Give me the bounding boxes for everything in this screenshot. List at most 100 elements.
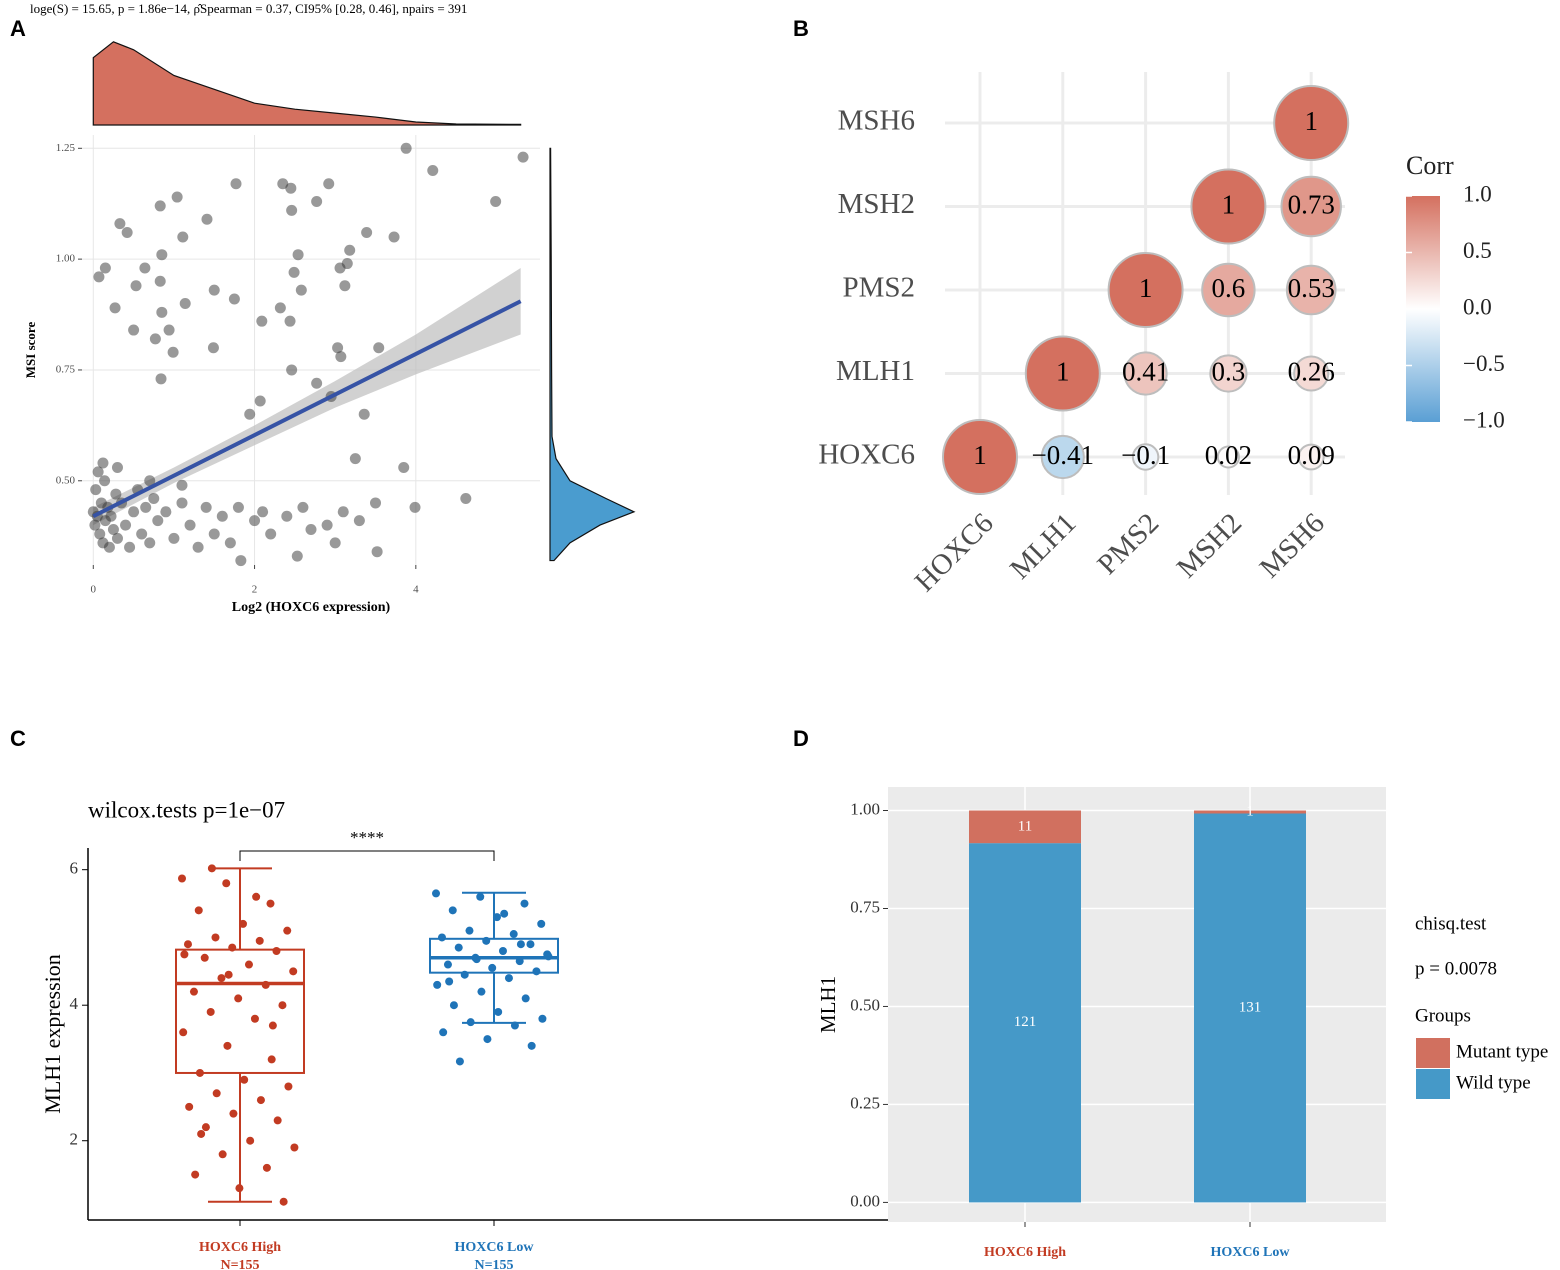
- point: [255, 936, 264, 945]
- point: [349, 453, 361, 465]
- point: [197, 1129, 206, 1138]
- x-density: [92, 41, 522, 126]
- corr-bubble: [1297, 443, 1325, 471]
- y-tick-label: 0.75: [56, 363, 76, 375]
- point: [228, 943, 237, 952]
- point: [273, 1116, 282, 1125]
- point: [449, 1001, 458, 1010]
- point: [526, 940, 535, 949]
- column-label: HOXC6: [909, 507, 1000, 598]
- point: [286, 364, 298, 376]
- corr-label: 1: [973, 440, 987, 470]
- point: [268, 1021, 277, 1030]
- point: [337, 506, 349, 518]
- point: [284, 1082, 293, 1091]
- count-label: 1: [1246, 803, 1254, 819]
- point: [527, 1041, 536, 1050]
- point: [445, 977, 454, 986]
- point: [103, 541, 115, 553]
- point: [465, 926, 474, 935]
- corr-bubble: [1216, 445, 1240, 469]
- point: [388, 231, 400, 243]
- corr-bubble: [942, 419, 1018, 495]
- point: [154, 200, 166, 212]
- corr-bubble: [1209, 354, 1248, 393]
- row-label: HOXC6: [818, 439, 915, 471]
- point: [244, 408, 256, 420]
- point: [154, 275, 166, 287]
- title: wilcox.tests p=1e−07: [88, 797, 285, 822]
- point: [185, 1102, 194, 1111]
- point: [107, 524, 119, 536]
- point: [515, 957, 524, 966]
- point: [176, 497, 188, 509]
- bar-segment: [969, 843, 1081, 1203]
- column-label: MLH1: [1004, 507, 1082, 585]
- legend-key: [1416, 1069, 1450, 1099]
- point: [89, 519, 101, 531]
- point: [448, 906, 457, 915]
- point: [532, 967, 541, 976]
- x-axis-title: Log2 (HOXC6 expression): [232, 600, 391, 615]
- point: [517, 151, 529, 163]
- point: [353, 515, 365, 527]
- point: [179, 297, 191, 309]
- point: [176, 479, 188, 491]
- point: [160, 506, 172, 518]
- legend-label: Mutant type: [1456, 1041, 1548, 1062]
- point: [195, 1068, 204, 1077]
- point: [97, 457, 109, 469]
- point: [488, 963, 497, 972]
- corr-label: 0.6: [1212, 273, 1246, 303]
- y-tick-label: 0.00: [850, 1191, 880, 1210]
- corr-label: 1: [1056, 357, 1070, 387]
- point: [207, 342, 219, 354]
- point: [476, 892, 485, 901]
- point: [139, 262, 151, 274]
- point: [256, 1096, 265, 1105]
- count-label: 121: [1014, 1014, 1037, 1030]
- point: [261, 980, 270, 989]
- y-axis-title: MSI score: [23, 322, 38, 379]
- point: [266, 899, 275, 908]
- fit-line: [92, 299, 522, 519]
- box: [429, 937, 559, 974]
- point: [510, 1021, 519, 1030]
- subtitle: loge(S) = 15.65, p = 1.86e−14, ρ̂Spearma…: [30, 1, 467, 16]
- corr-bubble: [1024, 335, 1101, 412]
- colorbar-label: −0.5: [1463, 351, 1505, 376]
- corr-bubble: [1273, 85, 1350, 161]
- point: [99, 475, 111, 487]
- point: [494, 1007, 503, 1016]
- legend-label: Wild type: [1456, 1072, 1531, 1093]
- colorbar-label: 0.5: [1463, 238, 1492, 263]
- point: [94, 528, 106, 540]
- legend-title: Corr: [1406, 151, 1454, 180]
- significance-bracket: [239, 850, 495, 861]
- panel-letter: A: [10, 16, 26, 41]
- point: [504, 974, 513, 983]
- count-label: 11: [1018, 818, 1032, 834]
- point: [277, 178, 289, 190]
- corr-bubble: [1123, 351, 1168, 396]
- point: [544, 952, 553, 961]
- point: [295, 284, 307, 296]
- point: [509, 930, 518, 939]
- point: [163, 324, 175, 336]
- point: [121, 227, 133, 239]
- point: [114, 218, 126, 230]
- point: [207, 864, 216, 873]
- point: [341, 258, 353, 270]
- point: [93, 271, 105, 283]
- corr-bubble: [1285, 264, 1337, 316]
- point: [267, 1055, 276, 1064]
- corr-bubble: [1040, 434, 1085, 480]
- point: [427, 164, 439, 176]
- bar-segment: [1194, 810, 1306, 814]
- point: [286, 204, 298, 216]
- point: [152, 515, 164, 527]
- point: [240, 1075, 249, 1084]
- y-density: [549, 147, 636, 562]
- x-tick-label: 0: [91, 584, 97, 596]
- row-label: MSH2: [838, 188, 915, 220]
